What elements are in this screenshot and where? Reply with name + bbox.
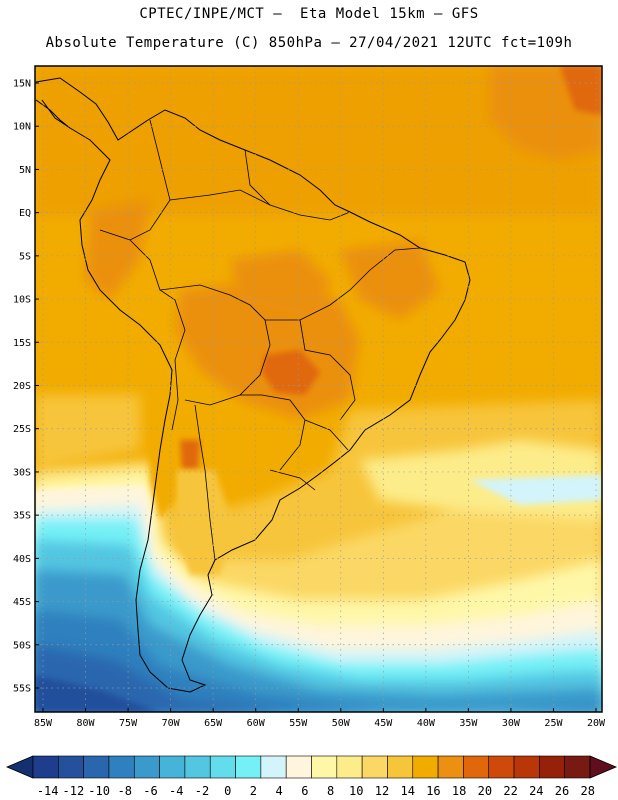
lat-tick-label: 5N (19, 165, 31, 176)
colorbar-swatch (488, 755, 515, 779)
lat-tick-label: 45S (13, 597, 31, 608)
lat-tick-label: 10S (13, 295, 31, 306)
lat-tick-label: 30S (13, 467, 31, 478)
temperature-field (35, 66, 602, 712)
colorbar-swatch (83, 755, 110, 779)
lon-tick-label: 30W (502, 718, 521, 729)
colorbar-swatch (564, 755, 591, 779)
lon-tick-label: 55W (289, 718, 308, 729)
colorbar-label: 28 (581, 784, 595, 798)
lon-tick-label: 65W (204, 718, 223, 729)
colorbar-swatch (336, 755, 363, 779)
lon-tick-label: 70W (162, 718, 181, 729)
lat-tick-label: 5S (19, 251, 31, 262)
colorbar-high-arrow (589, 755, 618, 779)
colorbar-label: -12 (63, 784, 85, 798)
colorbar-label: 2 (250, 784, 257, 798)
lat-tick-label: 20S (13, 381, 31, 392)
colorbar-swatch (361, 755, 388, 779)
lat-tick-label: EQ (19, 208, 31, 219)
lat-tick-label: 15S (13, 338, 31, 349)
lon-tick-label: 75W (119, 718, 138, 729)
colorbar-swatch (437, 755, 464, 779)
colorbar-label: 16 (426, 784, 440, 798)
lon-tick-label: 60W (247, 718, 266, 729)
lat-tick-label: 25S (13, 424, 31, 435)
colorbar-label: -6 (143, 784, 157, 798)
lat-tick-label: 40S (13, 554, 31, 565)
colorbar-label: 20 (478, 784, 492, 798)
colorbar-label: 12 (375, 784, 389, 798)
colorbar-label: -2 (195, 784, 209, 798)
colorbar-swatch (32, 755, 59, 779)
lat-tick-label: 50S (13, 640, 31, 651)
colorbar-swatch (285, 755, 312, 779)
colorbar-label: -8 (118, 784, 132, 798)
colorbar-label: 18 (452, 784, 466, 798)
colorbar-swatch (235, 755, 262, 779)
colorbar-label: -14 (37, 784, 59, 798)
colorbar-swatch (539, 755, 565, 779)
colorbar-swatch (108, 755, 135, 779)
lon-tick-label: 85W (34, 718, 53, 729)
lon-tick-label: 40W (417, 718, 436, 729)
lon-tick-label: 25W (544, 718, 563, 729)
colorbar-label: 14 (400, 784, 414, 798)
colorbar-swatch (184, 755, 211, 779)
colorbar-swatch (387, 755, 414, 779)
lon-tick-label: 35W (459, 718, 478, 729)
lat-tick-label: 55S (13, 684, 31, 695)
lon-tick-label: 20W (587, 718, 606, 729)
colorbar-swatch (133, 755, 160, 779)
colorbar-swatch (311, 755, 338, 779)
colorbar-label: 22 (503, 784, 517, 798)
colorbar-label: 4 (276, 784, 283, 798)
colorbar-label: 0 (224, 784, 231, 798)
colorbar: -14 -12 -10 -8 -6 -4 -2 0 2 4 6 8 10 12 14 16 18 20 22 24 26… (5, 755, 618, 798)
colorbar-label: -10 (88, 784, 110, 798)
chart-title-line-2: Absolute Temperature (C) 850hPa – 27/04/… (45, 35, 573, 51)
lon-tick-label: 50W (332, 718, 351, 729)
chart-title-line-1: CPTEC/INPE/MCT – Eta Model 15km – GFS (139, 6, 479, 22)
colorbar-swatch (159, 755, 186, 779)
lat-tick-label: 35S (13, 511, 31, 522)
country-borders (99, 119, 421, 561)
colorbar-low-arrow (5, 755, 34, 779)
lat-tick-label: 15N (13, 79, 31, 90)
lon-tick-label: 80W (77, 718, 96, 729)
lat-tick-label: 10N (13, 122, 31, 133)
map-frame (34, 65, 603, 713)
colorbar-swatch (412, 755, 439, 779)
colorbar-swatch (58, 755, 84, 779)
colorbar-label: 8 (327, 784, 334, 798)
lat-lon-grid (35, 66, 602, 712)
colorbar-swatch (260, 755, 287, 779)
colorbar-swatch (463, 755, 490, 779)
colorbar-label: 6 (301, 784, 308, 798)
lon-tick-label: 45W (374, 718, 393, 729)
colorbar-swatch (513, 755, 540, 779)
colorbar-swatch (209, 755, 236, 779)
colorbar-label: -4 (169, 784, 183, 798)
colorbar-label: 10 (349, 784, 363, 798)
longitude-axis: 85W 80W 75W 70W 65W 60W 55W 50W 45W 40W 35W 30W 25W 2… (34, 708, 606, 729)
colorbar-label: 24 (529, 784, 543, 798)
colorbar-label: 26 (555, 784, 569, 798)
latitude-axis: 15N 10N 5N EQ 5S 10S 15S 20S 25S 30S 35S 40S 45S 50S 5… (13, 79, 39, 695)
